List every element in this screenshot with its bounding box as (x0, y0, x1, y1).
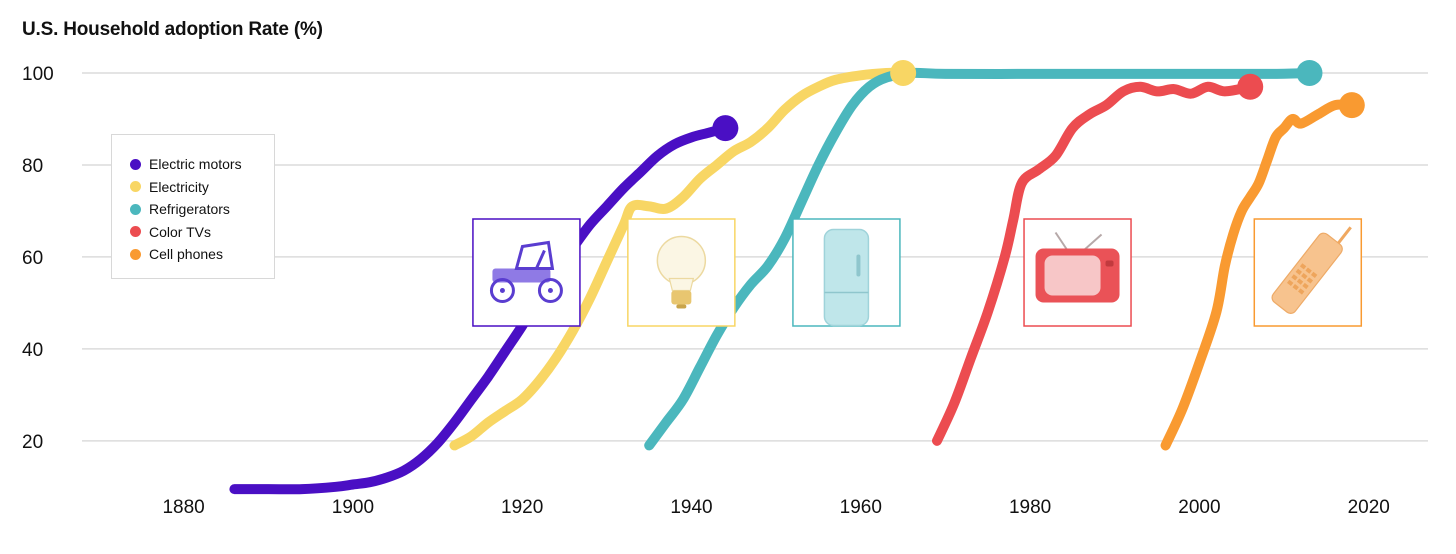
x-axis-ticks: 1880 1900 1920 1940 1960 1980 2000 2020 (162, 497, 1389, 518)
series-end-marker-1 (890, 59, 917, 86)
legend-swatch (130, 158, 141, 170)
antique-car-icon (472, 218, 581, 327)
series-line-2 (644, 67, 1315, 451)
x-tick-label: 2000 (1178, 497, 1220, 518)
series-end-marker-3 (1237, 73, 1264, 100)
x-tick-label: 2020 (1348, 497, 1390, 518)
series-line-3 (932, 81, 1256, 446)
x-tick-label: 1960 (840, 497, 882, 518)
refrigerator-icon (792, 218, 901, 327)
legend-swatch (130, 181, 141, 193)
television-icon (1023, 218, 1132, 327)
y-axis-ticks: 20 40 60 80 100 (22, 64, 54, 453)
x-tick-label: 1980 (1009, 497, 1051, 518)
legend-swatch (130, 203, 141, 215)
legend-label: Electric motors (149, 156, 242, 173)
series-end-marker-4 (1338, 92, 1365, 119)
y-tick-label: 100 (22, 64, 54, 85)
chart-title: U.S. Household adoption Rate (%) (22, 19, 323, 40)
x-tick-label: 1940 (670, 497, 712, 518)
series-lines (229, 67, 1357, 495)
legend-swatch (130, 226, 141, 238)
y-tick-label: 20 (22, 432, 43, 453)
product-icons (472, 218, 1363, 327)
mobile-phone-icon (1253, 218, 1363, 327)
series-end-markers (712, 59, 1365, 142)
light-bulb-icon (627, 218, 736, 327)
legend-item: Color TVs (130, 221, 274, 244)
legend-item: Cell phones (130, 243, 274, 266)
legend-item: Refrigerators (130, 198, 274, 221)
legend-item: Electricity (130, 176, 274, 199)
series-line-1 (449, 67, 909, 451)
series-line-0 (229, 123, 731, 495)
legend-label: Refrigerators (149, 201, 230, 218)
y-tick-label: 80 (22, 156, 43, 177)
legend-item: Electric motors (130, 153, 274, 176)
series-line-4 (1160, 99, 1357, 451)
series-end-marker-0 (712, 115, 739, 142)
legend-label: Electricity (149, 178, 209, 195)
legend-label: Cell phones (149, 246, 223, 263)
legend-label: Color TVs (149, 223, 211, 240)
legend: Electric motors Electricity Refrigerators C… (111, 134, 275, 279)
series-end-marker-2 (1296, 59, 1323, 86)
y-tick-label: 40 (22, 340, 43, 361)
x-tick-label: 1880 (162, 497, 204, 518)
x-tick-label: 1900 (332, 497, 374, 518)
y-tick-label: 60 (22, 248, 43, 269)
legend-swatch (130, 248, 141, 260)
x-tick-label: 1920 (501, 497, 543, 518)
